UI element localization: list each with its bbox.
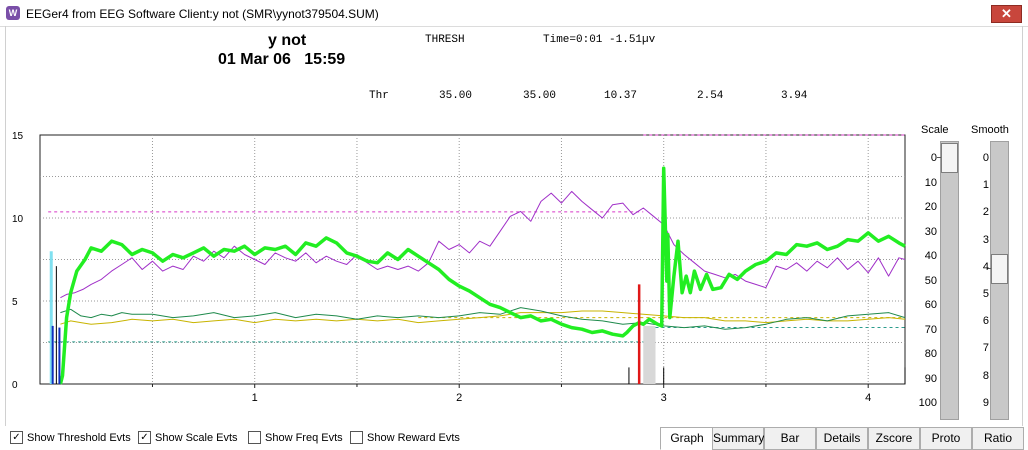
y-tick-label: 10	[12, 214, 24, 225]
smooth-value: 4	[982, 260, 989, 273]
title-bar: W EEGer4 from EEG Software Client:y not …	[0, 0, 1028, 27]
smooth-value: 8	[982, 369, 989, 382]
threshold-value-2: 35.00	[523, 90, 557, 102]
show-reward-evts-checkbox[interactable]: Show Reward Evts	[350, 431, 460, 444]
checkbox-box[interactable]	[248, 431, 261, 444]
scale-slider-thumb[interactable]	[937, 143, 958, 173]
scale-value: 60	[924, 299, 937, 311]
ratio-button[interactable]: Ratio	[972, 427, 1024, 450]
y-tick-label: 0	[12, 380, 18, 391]
scale-value: 20	[924, 201, 937, 213]
y-tick-label: 15	[12, 131, 24, 142]
x-tick-label: 3	[661, 392, 667, 404]
close-button[interactable]: ✕	[991, 5, 1022, 23]
scale-value: 50	[924, 274, 937, 287]
series-line	[60, 307, 906, 330]
x-tick-label: 2	[456, 392, 462, 404]
smooth-value: 6	[982, 315, 989, 328]
details-button[interactable]: Details	[816, 427, 868, 450]
series-line	[60, 190, 906, 299]
checkbox-label: Show Threshold Evts	[27, 431, 131, 444]
checkbox-box[interactable]: ✓	[138, 431, 151, 444]
smooth-slider-thumb[interactable]	[987, 254, 1008, 284]
scale-value: 80	[924, 348, 937, 360]
graph-button[interactable]: Graph	[660, 427, 714, 450]
series-line	[58, 166, 906, 385]
checkbox-box[interactable]: ✓	[10, 431, 23, 444]
x-tick-label: 4	[865, 392, 871, 404]
y-tick-label: 5	[12, 297, 18, 308]
threshold-value-4: 2.54	[697, 90, 724, 102]
scale-value: 70	[924, 323, 937, 336]
series-line	[60, 310, 906, 325]
frame-left	[5, 26, 6, 426]
checkbox-label: Show Freq Evts	[265, 431, 343, 444]
smooth-value: 1	[982, 179, 989, 192]
app-icon: W	[6, 6, 20, 20]
bar-button[interactable]: Bar	[764, 427, 816, 450]
show-scale-evts-checkbox[interactable]: ✓ Show Scale Evts	[138, 431, 238, 444]
show-threshold-evts-checkbox[interactable]: ✓ Show Threshold Evts	[10, 431, 131, 444]
session-date: 01 Mar 06 15:59	[218, 51, 346, 68]
window-title: EEGer4 from EEG Software Client:y not (S…	[26, 7, 379, 21]
show-freq-evts-checkbox[interactable]: Show Freq Evts	[248, 431, 343, 444]
bottom-toolbar: ✓ Show Threshold Evts ✓ Show Scale Evts …	[0, 426, 1028, 450]
proto-button[interactable]: Proto	[920, 427, 972, 450]
smooth-value: 7	[982, 342, 989, 355]
time-readout: Time=0:01 -1.51µv	[543, 34, 656, 46]
scale-value: 30	[924, 225, 937, 238]
scale-value: 90	[924, 372, 937, 385]
scale-value: 100	[918, 397, 937, 409]
threshold-value-3: 10.37	[604, 90, 638, 102]
scale-value: 0	[930, 152, 937, 164]
mode-label: THRESH	[425, 34, 465, 46]
x-tick-label: 1	[252, 392, 258, 404]
chart-svg: 1 2 3 4 0 5 10 15	[12, 131, 906, 404]
zscore-button[interactable]: Zscore	[868, 427, 920, 450]
smooth-label: Smooth	[971, 124, 1009, 136]
smooth-value: 9	[982, 396, 989, 409]
frame-right	[1022, 26, 1023, 426]
threshold-value-5: 3.94	[781, 90, 808, 102]
scale-value: 40	[924, 250, 937, 262]
smooth-value: 2	[982, 206, 989, 219]
smooth-value: 0	[982, 152, 989, 164]
scale-label: Scale	[921, 124, 949, 136]
smooth-value: 3	[982, 233, 989, 246]
threshold-value-1: 35.00	[439, 90, 473, 102]
checkbox-label: Show Reward Evts	[367, 431, 460, 444]
scale-slider-track[interactable]	[940, 141, 959, 420]
threshold-label: Thr	[369, 90, 389, 102]
eeg-chart: 1 2 3 4 0 5 10 15	[0, 125, 910, 425]
checkbox-label: Show Scale Evts	[155, 431, 238, 444]
event-shading	[643, 325, 656, 384]
summary-button[interactable]: Summary	[712, 427, 764, 450]
smooth-value: 5	[982, 288, 989, 300]
checkbox-box[interactable]	[350, 431, 363, 444]
scale-value: 10	[924, 176, 937, 189]
client-name: y not	[268, 32, 307, 49]
